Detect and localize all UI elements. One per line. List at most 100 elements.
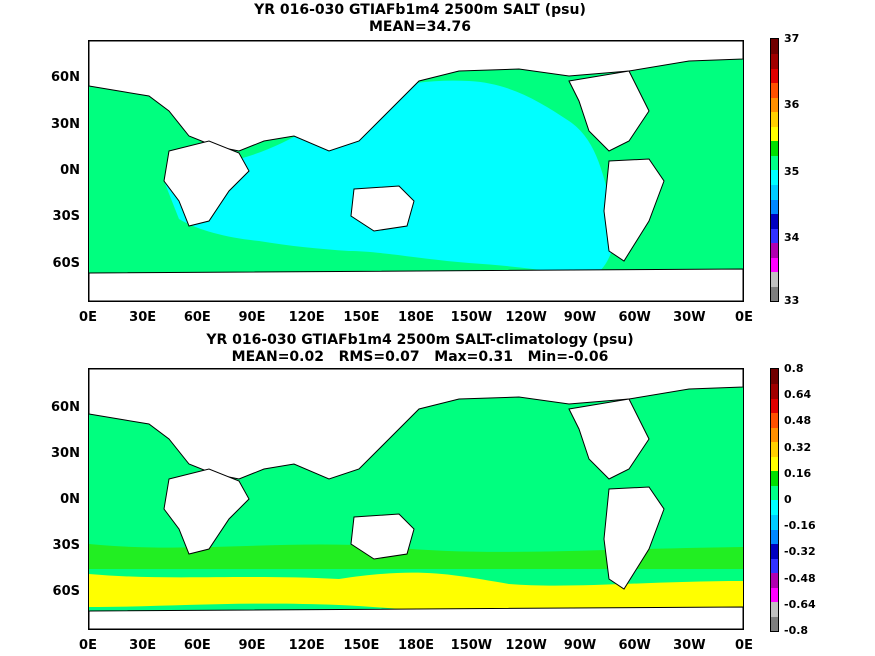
- panel1-land-antarctica: [89, 268, 743, 301]
- panel2-cbar-label: 0.16: [784, 466, 812, 480]
- panel1-land-africa: [163, 140, 250, 227]
- panel2-lat-0n: 0N: [60, 492, 80, 507]
- colorbar-segment: [771, 68, 778, 84]
- colorbar-segment: [771, 140, 778, 156]
- panel1-colorbar: [770, 38, 779, 302]
- colorbar-segment: [771, 53, 778, 69]
- colorbar-segment: [771, 271, 778, 287]
- panel2-green-band: [89, 544, 743, 569]
- colorbar-segment: [771, 242, 778, 258]
- colorbar-segment: [771, 184, 778, 200]
- panel1-lon-label: 30E: [129, 310, 157, 325]
- colorbar-segment: [771, 441, 778, 457]
- panel1-land-eurasia: [89, 41, 743, 152]
- colorbar-segment: [771, 514, 778, 530]
- panel1-map-svg: [89, 41, 743, 301]
- colorbar-segment: [771, 587, 778, 603]
- panel2-land-australia: [350, 513, 415, 560]
- panel2-lat-60s: 60S: [52, 584, 80, 599]
- panel2-map: [88, 368, 744, 630]
- panel2-lon-label: 30W: [673, 638, 706, 653]
- panel2-land-antarctica: [89, 606, 743, 629]
- panel1-cbar-label-34: 34: [784, 231, 800, 244]
- colorbar-segment: [771, 257, 778, 273]
- panel2-cbar-label: -0.16: [784, 519, 816, 533]
- panel1-title-line1: YR 016-030 GTIAFb1m4 2500m SALT (psu): [254, 2, 586, 18]
- panel2-yellow-band: [89, 572, 743, 612]
- panel1-cbar-label-35: 35: [784, 165, 800, 178]
- colorbar-segment: [771, 126, 778, 142]
- panel2-cbar-label: -0.32: [784, 545, 816, 559]
- panel1-lat-60s: 60S: [52, 256, 80, 271]
- panel2-cbar-label: 0.8: [784, 362, 804, 375]
- panel2-cbar-label: 0.32: [784, 440, 812, 454]
- panel1-lat-60n: 60N: [51, 70, 80, 85]
- panel1-lon-label: 150E: [343, 310, 380, 325]
- panel2-lon-label: 180E: [397, 638, 435, 653]
- panel2-lon-label: 150E: [343, 638, 380, 653]
- colorbar-segment: [771, 155, 778, 171]
- panel1-lat-30n: 30N: [51, 117, 80, 132]
- panel1-cbar-label-33: 33: [784, 294, 800, 307]
- panel1-land-samerica: [603, 158, 665, 262]
- panel2-cbar-label: -0.64: [784, 597, 816, 611]
- panel2-lon-label: 120W: [505, 638, 547, 653]
- panel2-map-svg: [89, 369, 743, 629]
- panel2-lon-label: 60E: [183, 638, 211, 653]
- panel1-cyan-basin: [164, 80, 616, 276]
- colorbar-segment: [771, 228, 778, 244]
- panel2-title-line2: MEAN=0.02 RMS=0.07 Max=0.31 Min=-0.06: [231, 349, 609, 365]
- panel2-lon-label: 60W: [618, 638, 651, 653]
- panel1-lon-label: 120W: [505, 310, 547, 325]
- panel1-lon-label: 60E: [183, 310, 211, 325]
- colorbar-segment: [771, 39, 778, 55]
- colorbar-segment: [771, 286, 778, 302]
- panel1-title-line2: MEAN=34.76: [368, 19, 472, 35]
- panel1-lon-label: 150W: [450, 310, 493, 325]
- colorbar-segment: [771, 456, 778, 472]
- panel2-cbar-label: -0.48: [784, 571, 816, 585]
- colorbar-segment: [771, 213, 778, 229]
- colorbar-segment: [771, 383, 778, 399]
- panel2-land-africa: [163, 468, 250, 555]
- panel2-lon-label: 120E: [288, 638, 325, 653]
- panel2-land-eurasia: [89, 369, 743, 480]
- panel2-lon-label: 90E: [238, 638, 266, 653]
- colorbar-segment: [771, 412, 778, 428]
- colorbar-segment: [771, 369, 778, 385]
- colorbar-segment: [771, 97, 778, 113]
- colorbar-segment: [771, 398, 778, 414]
- panel1-map: [88, 40, 744, 302]
- colorbar-segment: [771, 616, 778, 632]
- panel1-cbar-label-36: 36: [784, 98, 800, 111]
- panel1-lon-label: 90E: [238, 310, 266, 325]
- panel1-lon-label: 0E: [79, 310, 97, 325]
- panel1-lon-label: 90W: [563, 310, 597, 325]
- colorbar-segment: [771, 572, 778, 588]
- panel1-land-australia: [350, 185, 415, 232]
- panel1-lon-label: 0E: [735, 310, 753, 325]
- panel2-lon-label: 0E: [79, 638, 97, 653]
- panel2-title-line1: YR 016-030 GTIAFb1m4 2500m SALT-climatol…: [206, 332, 634, 348]
- panel1-lat-30s: 30S: [52, 209, 80, 224]
- panel2-lat-60n: 60N: [51, 400, 80, 415]
- colorbar-segment: [771, 470, 778, 486]
- panel1-lat-0n: 0N: [60, 163, 80, 178]
- colorbar-segment: [771, 170, 778, 186]
- panel1-lon-label: 60W: [618, 310, 651, 325]
- panel1-cbar-label-37: 37: [784, 32, 800, 45]
- colorbar-segment: [771, 427, 778, 443]
- panel2-colorbar: [770, 368, 779, 632]
- panel2-cbar-label: -0.8: [784, 624, 809, 637]
- panel2-cbar-label: 0.64: [784, 388, 812, 402]
- colorbar-segment: [771, 558, 778, 574]
- panel1-lon-label: 180E: [397, 310, 435, 325]
- panel2-lon-label: 150W: [450, 638, 493, 653]
- colorbar-segment: [771, 199, 778, 215]
- colorbar-segment: [771, 82, 778, 98]
- panel2-lon-label: 30E: [129, 638, 157, 653]
- panel2-land-samerica: [603, 486, 665, 590]
- colorbar-segment: [771, 500, 778, 516]
- panel2-cbar-label: 0.48: [784, 414, 812, 428]
- colorbar-segment: [771, 485, 778, 501]
